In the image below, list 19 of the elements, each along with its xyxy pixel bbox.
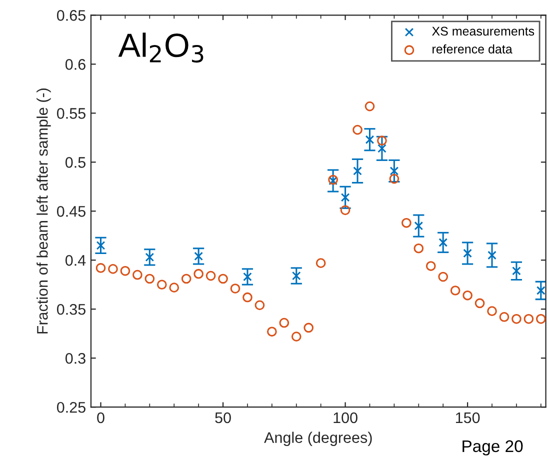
y-tick-label: 0.35 bbox=[56, 304, 86, 315]
y-tick-label: 0.3 bbox=[65, 352, 86, 364]
y-tick-label: 0.65 bbox=[56, 10, 86, 21]
y-tick-label: 0.6 bbox=[65, 59, 86, 70]
y-tick-label: 0.5 bbox=[65, 157, 86, 168]
x-tick-label: 50 bbox=[215, 412, 231, 424]
legend-label: reference data bbox=[432, 44, 512, 54]
y-tick-label: 0.4 bbox=[65, 255, 86, 266]
x-tick-label: 100 bbox=[334, 412, 358, 424]
y-axis-title: Fraction of beam left after sample (-) bbox=[36, 88, 51, 334]
text: Page 20 bbox=[462, 440, 523, 456]
x-tick-label: 0 bbox=[97, 412, 104, 424]
x-axis-title: Angle (degrees) bbox=[264, 432, 372, 446]
annotation: Al$_{2}$O$_{3}$ bbox=[118, 32, 204, 63]
x-tick-label: 150 bbox=[456, 412, 480, 424]
y-tick-label: 0.45 bbox=[56, 206, 86, 217]
y-tick-label: 0.55 bbox=[56, 108, 86, 119]
y-tick-label: 0.25 bbox=[56, 402, 86, 413]
legend-label: XS measurements bbox=[432, 26, 534, 36]
